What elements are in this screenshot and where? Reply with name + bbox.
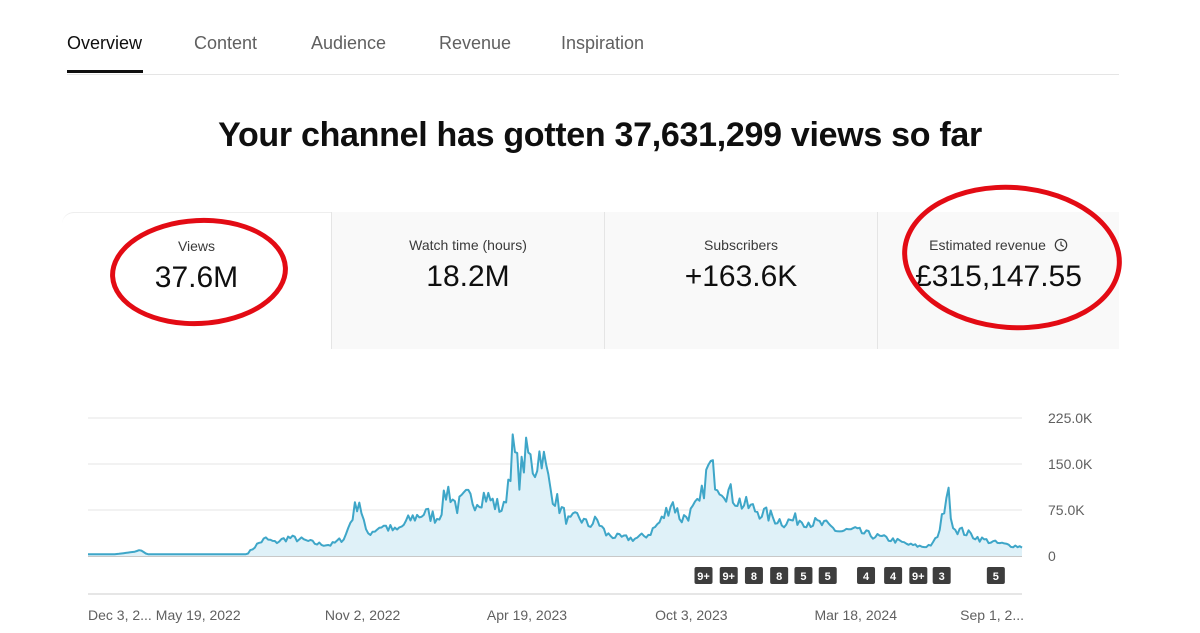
badge-box [744, 567, 763, 584]
tab-audience[interactable]: Audience [311, 33, 387, 53]
clock-icon[interactable] [1054, 238, 1068, 252]
upload-count-badge[interactable]: 3 [932, 567, 951, 584]
badge-label: 8 [776, 571, 782, 583]
badge-label: 9+ [697, 571, 710, 583]
badge-box [932, 567, 951, 584]
x-tick-label: Dec 3, 2... [88, 607, 152, 623]
views-chart: 225.0K 150.0K 75.0K 0 9+ 9+ 8 8 5 5 4 4 9+ 3 5 Dec 3, 2… [0, 395, 1200, 628]
views-area-fill [88, 434, 1022, 556]
upload-count-badge[interactable]: 9+ [694, 567, 713, 584]
tab-revenue[interactable]: Revenue [439, 33, 512, 53]
metric-label: Subscribers [704, 237, 778, 253]
badge-label: 3 [939, 571, 945, 583]
badge-label: 5 [800, 571, 806, 583]
x-tick-label: Sep 1, 2... [960, 607, 1024, 623]
badge-label: 5 [993, 571, 999, 583]
metric-label: Views [177, 238, 216, 254]
badge-box [857, 567, 876, 584]
y-tick-label: 75.0K [1048, 502, 1085, 518]
analytics-tabs: Overview Content Audience Revenue Inspir… [67, 0, 1119, 75]
upload-count-badge[interactable]: 4 [884, 567, 903, 584]
badge-label: 9+ [722, 571, 735, 583]
y-tick-label: 225.0K [1048, 410, 1093, 426]
metric-card-watch-time[interactable]: Watch time (hours) 18.2M [331, 212, 604, 349]
metric-value: 18.2M [426, 260, 510, 293]
tab-inspiration[interactable]: Inspiration [561, 33, 645, 53]
upload-count-badge[interactable]: 5 [818, 567, 837, 584]
metric-value: +163.6K [684, 260, 798, 293]
x-tick-label: May 19, 2022 [156, 607, 241, 623]
metric-label: Watch time (hours) [409, 237, 527, 253]
tab-content[interactable]: Content [194, 33, 258, 53]
metric-label: Estimated revenue [929, 237, 1046, 253]
upload-count-badge[interactable]: 5 [986, 567, 1005, 584]
badge-box [884, 567, 903, 584]
badge-box [818, 567, 837, 584]
upload-count-badge[interactable]: 4 [857, 567, 876, 584]
badge-box [694, 567, 713, 584]
upload-count-badge[interactable]: 5 [794, 567, 813, 584]
x-tick-label: Mar 18, 2024 [814, 607, 897, 623]
metric-label-row: Estimated revenue [878, 237, 1119, 253]
upload-count-badge[interactable]: 8 [770, 567, 789, 584]
upload-count-badge[interactable]: 9+ [909, 567, 928, 584]
metric-card-views[interactable]: Views 37.6M [62, 212, 331, 349]
x-tick-label: Oct 3, 2023 [655, 607, 728, 623]
channel-views-headline: Your channel has gotten 37,631,299 views… [218, 116, 982, 154]
badge-label: 9+ [912, 571, 925, 583]
upload-count-badge[interactable]: 9+ [719, 567, 738, 584]
tab-overview[interactable]: Overview [67, 33, 143, 53]
badge-box [794, 567, 813, 584]
metric-cards: Views 37.6M Watch time (hours) 18.2M Sub… [62, 212, 1119, 349]
metric-card-subscribers[interactable]: Subscribers +163.6K [604, 212, 877, 349]
upload-count-badge[interactable]: 8 [744, 567, 763, 584]
badge-label: 4 [890, 571, 897, 583]
badge-box [986, 567, 1005, 584]
metric-value: £315,147.55 [915, 260, 1082, 293]
badge-box [909, 567, 928, 584]
badge-label: 4 [863, 571, 870, 583]
badge-label: 8 [751, 571, 757, 583]
badge-label: 5 [825, 571, 831, 583]
views-chart-svg: 225.0K 150.0K 75.0K 0 9+ 9+ 8 8 5 5 4 4 9+ 3 5 Dec 3, 2… [88, 410, 1093, 623]
active-tab-indicator [67, 70, 143, 73]
badge-box [770, 567, 789, 584]
metric-card-estimated-revenue[interactable]: Estimated revenue £315,147.55 [877, 212, 1119, 349]
x-tick-label: Apr 19, 2023 [487, 607, 567, 623]
x-tick-label: Nov 2, 2022 [325, 607, 401, 623]
badge-box [719, 567, 738, 584]
y-tick-label: 150.0K [1048, 456, 1093, 472]
metric-value: 37.6M [154, 261, 239, 294]
views-series-line [88, 433, 1023, 556]
y-tick-label: 0 [1048, 548, 1056, 564]
